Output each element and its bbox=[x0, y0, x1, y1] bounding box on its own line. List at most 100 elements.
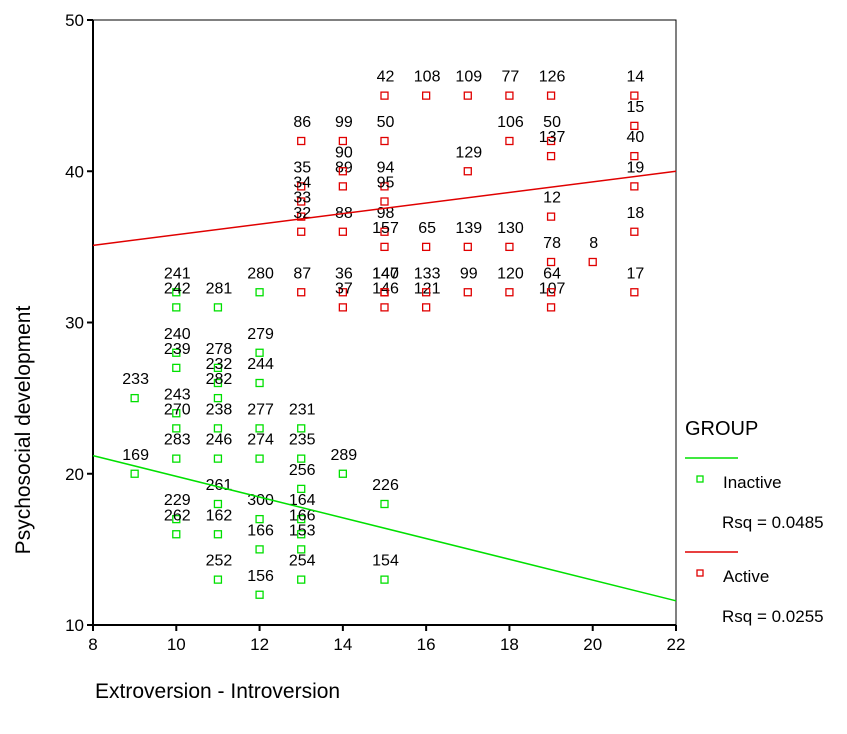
point bbox=[464, 289, 471, 296]
point bbox=[506, 289, 513, 296]
point bbox=[339, 228, 346, 235]
point bbox=[173, 455, 180, 462]
point bbox=[214, 304, 221, 311]
point-label: 120 bbox=[497, 265, 524, 282]
y-tick-label: 40 bbox=[65, 162, 84, 181]
x-tick-label: 20 bbox=[583, 635, 602, 654]
point bbox=[464, 92, 471, 99]
point-label: 254 bbox=[289, 553, 316, 570]
point bbox=[506, 138, 513, 145]
y-tick-label: 50 bbox=[65, 11, 84, 30]
point bbox=[339, 304, 346, 311]
point bbox=[548, 92, 555, 99]
point-label: 274 bbox=[247, 432, 274, 449]
point-label: 280 bbox=[247, 265, 274, 282]
point-label: 14 bbox=[626, 69, 644, 86]
point bbox=[298, 228, 305, 235]
legend-title: GROUP bbox=[685, 418, 758, 440]
point bbox=[173, 304, 180, 311]
legend-marker bbox=[697, 476, 703, 482]
x-tick-label: 16 bbox=[417, 635, 436, 654]
point-label: 233 bbox=[122, 371, 149, 388]
point bbox=[548, 304, 555, 311]
point bbox=[173, 531, 180, 538]
point-label: 108 bbox=[414, 69, 441, 86]
point bbox=[464, 168, 471, 175]
point bbox=[381, 138, 388, 145]
point bbox=[214, 576, 221, 583]
point-label: 37 bbox=[335, 280, 353, 297]
point bbox=[381, 576, 388, 583]
point bbox=[631, 183, 638, 190]
point-label: 283 bbox=[164, 432, 191, 449]
point-label: 18 bbox=[626, 205, 644, 222]
point bbox=[548, 153, 555, 160]
point-label: 99 bbox=[460, 265, 478, 282]
point bbox=[256, 546, 263, 553]
point-label: 235 bbox=[289, 432, 316, 449]
point bbox=[506, 92, 513, 99]
chart: Psychosocial development Extroversion - … bbox=[0, 0, 847, 729]
point bbox=[381, 243, 388, 250]
point-label: 239 bbox=[164, 341, 191, 358]
point-label: 166 bbox=[247, 522, 274, 539]
point-label: 65 bbox=[418, 220, 436, 237]
point bbox=[298, 289, 305, 296]
x-tick-label: 14 bbox=[333, 635, 352, 654]
point bbox=[131, 395, 138, 402]
point-label: 256 bbox=[289, 462, 316, 479]
point bbox=[381, 92, 388, 99]
point-label: 99 bbox=[335, 114, 353, 131]
point-label: 246 bbox=[206, 432, 233, 449]
point bbox=[214, 455, 221, 462]
y-tick-label: 30 bbox=[65, 314, 84, 333]
point-label: 281 bbox=[206, 280, 233, 297]
point bbox=[256, 591, 263, 598]
x-tick-label: 10 bbox=[167, 635, 186, 654]
point-label: 15 bbox=[626, 99, 644, 116]
point-label: 42 bbox=[377, 69, 395, 86]
point bbox=[256, 455, 263, 462]
point-label: 126 bbox=[539, 69, 566, 86]
legend-rsq: Rsq = 0.0485 bbox=[722, 513, 824, 532]
point-label: 277 bbox=[247, 401, 274, 418]
point-label: 261 bbox=[206, 477, 233, 494]
y-axis-title: Psychosocial development bbox=[12, 306, 35, 555]
point bbox=[298, 576, 305, 583]
point bbox=[631, 289, 638, 296]
point-label: 231 bbox=[289, 401, 316, 418]
point-label: 133 bbox=[414, 265, 441, 282]
point-label: 137 bbox=[539, 129, 566, 146]
x-axis-title: Extroversion - Introversion bbox=[95, 680, 340, 703]
point-label: 78 bbox=[543, 235, 561, 252]
point-label: 238 bbox=[206, 401, 233, 418]
point bbox=[589, 259, 596, 266]
x-tick-label: 8 bbox=[88, 635, 97, 654]
point bbox=[339, 183, 346, 190]
point-label: 77 bbox=[502, 69, 520, 86]
point bbox=[464, 243, 471, 250]
point bbox=[131, 470, 138, 477]
point-label: 40 bbox=[626, 129, 644, 146]
point bbox=[381, 304, 388, 311]
point-label: 139 bbox=[455, 220, 482, 237]
point-label: 130 bbox=[497, 220, 524, 237]
point-label: 282 bbox=[206, 371, 233, 388]
point-label: 12 bbox=[543, 190, 561, 207]
x-tick-label: 18 bbox=[500, 635, 519, 654]
y-tick-label: 10 bbox=[65, 616, 84, 635]
point-label: 279 bbox=[247, 326, 274, 343]
point bbox=[298, 138, 305, 145]
point bbox=[256, 380, 263, 387]
point-label: 90 bbox=[335, 144, 353, 161]
point-label: 244 bbox=[247, 356, 274, 373]
point bbox=[256, 289, 263, 296]
point-label: 50 bbox=[377, 114, 395, 131]
legend-label: Active bbox=[723, 567, 769, 586]
point-label: 19 bbox=[626, 159, 644, 176]
point bbox=[173, 364, 180, 371]
point-label: 64 bbox=[543, 265, 561, 282]
plot-frame bbox=[93, 20, 676, 625]
point bbox=[381, 501, 388, 508]
point-label: 153 bbox=[289, 522, 316, 539]
